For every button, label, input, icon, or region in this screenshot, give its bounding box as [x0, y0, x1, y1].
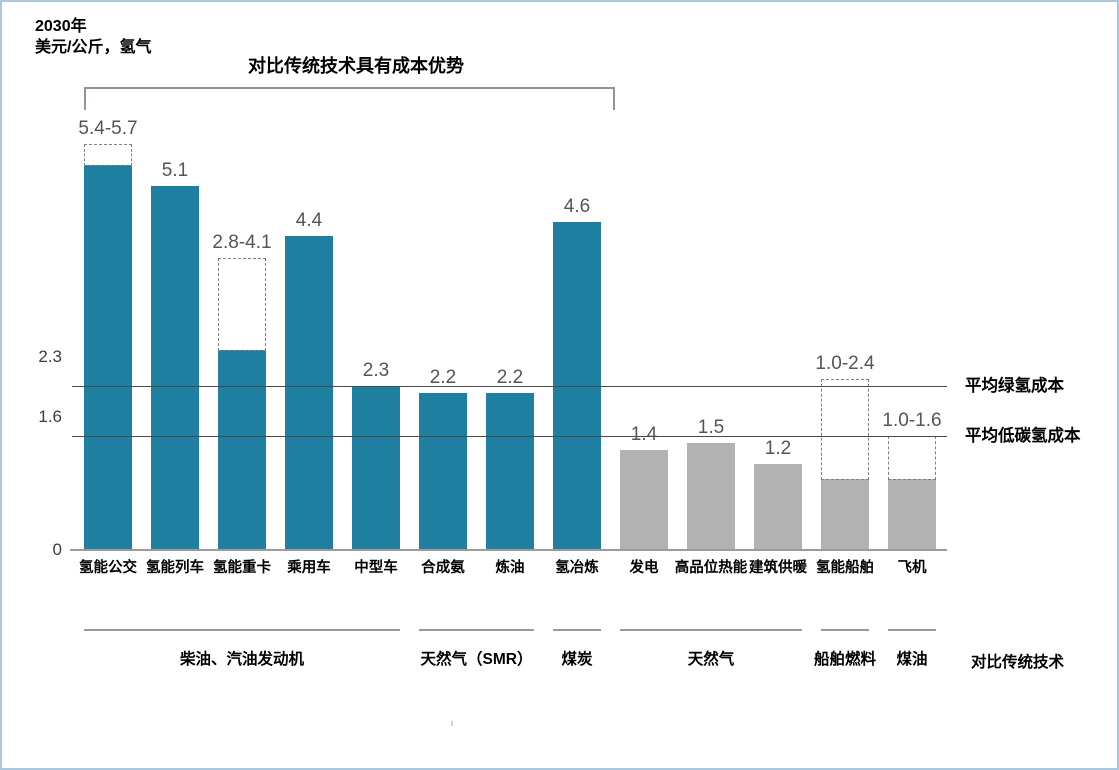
value-label-飞机: 1.0-1.6 — [882, 410, 942, 431]
value-label-中型车: 2.3 — [362, 360, 390, 381]
value-label-氢能船舶: 1.0-2.4 — [815, 353, 875, 374]
bar-飞机 — [888, 479, 936, 550]
range-box-氢能重卡 — [218, 258, 266, 351]
ref-line-label-1.6: 平均低碳氢成本 — [965, 427, 1081, 445]
category-label-乘用车: 乘用车 — [287, 560, 331, 576]
bar-发电 — [620, 450, 668, 550]
x-axis-baseline — [70, 549, 947, 551]
cost-advantage-bracket-label: 对比传统技术具有成本优势 — [248, 56, 464, 76]
bar-乘用车 — [285, 236, 333, 550]
comparator-group-label-4: 船舶燃料 — [813, 651, 876, 668]
value-label-高品位热能: 1.5 — [697, 417, 725, 438]
value-label-氢能列车: 5.1 — [161, 160, 189, 181]
value-label-炼油: 2.2 — [496, 367, 524, 388]
category-label-发电: 发电 — [629, 560, 659, 576]
chart-title: 2030年 — [35, 18, 87, 35]
category-label-氢能重卡: 氢能重卡 — [213, 560, 271, 576]
value-label-乘用车: 4.4 — [295, 210, 323, 231]
value-label-氢能重卡: 2.8-4.1 — [212, 232, 272, 253]
category-label-炼油: 炼油 — [495, 560, 525, 576]
chart-unit-label: 美元/公斤，氢气 — [35, 39, 152, 56]
comparator-group-line-0 — [84, 629, 400, 631]
y-tick-label-2.3: 2.3 — [38, 347, 62, 366]
category-label-氢能列车: 氢能列车 — [146, 560, 204, 576]
bar-氢能列车 — [151, 186, 199, 550]
value-label-氢冶炼: 4.6 — [563, 196, 591, 217]
category-label-氢能公交: 氢能公交 — [79, 560, 137, 576]
comparator-group-label-0: 柴油、汽油发动机 — [179, 651, 304, 668]
category-label-中型车: 中型车 — [354, 560, 398, 576]
range-box-飞机 — [888, 436, 936, 480]
ref-line-1.6 — [72, 436, 947, 437]
range-box-氢能船舶 — [821, 379, 869, 480]
comparator-group-line-1 — [419, 629, 534, 631]
value-label-发电: 1.4 — [630, 424, 658, 445]
value-label-建筑供暖: 1.2 — [764, 438, 792, 459]
bar-氢能重卡 — [218, 350, 266, 550]
bar-高品位热能 — [687, 443, 735, 550]
stray-mark — [451, 721, 453, 726]
comparator-group-label-5: 煤油 — [896, 651, 928, 668]
comparator-group-line-2 — [553, 629, 601, 631]
category-label-建筑供暖: 建筑供暖 — [749, 560, 807, 576]
category-label-氢冶炼: 氢冶炼 — [555, 560, 599, 576]
bar-氢能船舶 — [821, 479, 869, 550]
comparator-group-line-5 — [888, 629, 936, 631]
cost-advantage-bracket — [84, 87, 615, 110]
value-label-氢能公交: 5.4-5.7 — [78, 118, 138, 139]
category-label-飞机: 飞机 — [897, 560, 927, 576]
category-label-氢能船舶: 氢能船舶 — [816, 560, 874, 576]
bar-建筑供暖 — [754, 464, 802, 550]
y-tick-label-0: 0 — [52, 540, 62, 559]
bar-氢能公交 — [84, 165, 132, 550]
comparator-group-label-3: 天然气 — [687, 651, 735, 668]
range-box-氢能公交 — [84, 144, 132, 166]
y-tick-label-1.6: 1.6 — [38, 407, 62, 426]
comparator-group-label-1: 天然气（SMR） — [420, 651, 533, 668]
bar-炼油 — [486, 393, 534, 550]
ref-line-2.3 — [72, 386, 947, 387]
bar-合成氨 — [419, 393, 467, 550]
category-label-合成氨: 合成氨 — [421, 560, 465, 576]
bar-中型车 — [352, 386, 400, 550]
comparator-group-label-2: 煤炭 — [561, 651, 593, 668]
category-label-高品位热能: 高品位热能 — [674, 560, 748, 576]
ref-line-label-2.3: 平均绿氢成本 — [965, 377, 1064, 395]
comparator-caption: 对比传统技术 — [971, 654, 1065, 671]
comparator-group-line-4 — [821, 629, 869, 631]
value-label-合成氨: 2.2 — [429, 367, 457, 388]
comparator-group-line-3 — [620, 629, 802, 631]
